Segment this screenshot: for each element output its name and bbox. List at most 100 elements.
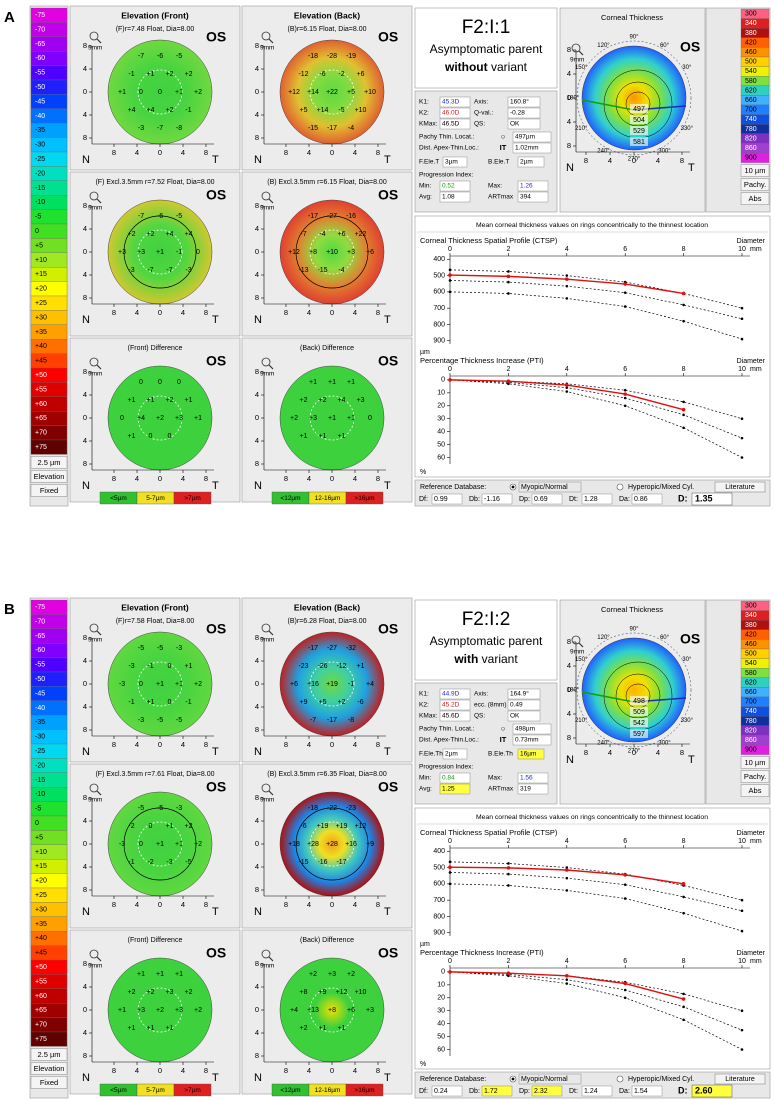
param-label: Pachy Thin. Locat.: — [419, 726, 475, 733]
nasal-label: N — [82, 314, 90, 326]
scale-label: +30 — [35, 314, 47, 321]
thickness-title: Corneal Thickness — [601, 13, 663, 22]
x-tick-label: 6 — [623, 246, 627, 253]
thickness-value: 542 — [633, 720, 645, 727]
map-value: -26 — [317, 663, 327, 670]
map-value: +22 — [326, 89, 338, 96]
zoom-icon — [96, 630, 102, 636]
zoom-label: 9mm — [260, 205, 274, 212]
scale-label: -10 — [35, 199, 45, 206]
series-point — [682, 911, 685, 915]
series-point — [740, 1009, 744, 1013]
literature-button[interactable] — [714, 1073, 766, 1085]
series-point — [507, 872, 510, 876]
y-tick-label: 800 — [433, 321, 445, 328]
map-value: -15 — [317, 267, 327, 274]
y-unit: µm — [420, 941, 430, 948]
map-value: +2 — [185, 823, 193, 830]
temporal-label: T — [212, 746, 219, 758]
index-value: 0.99 — [434, 496, 448, 503]
map-value: -3 — [119, 681, 125, 688]
map-value: +19 — [317, 823, 329, 830]
map-value: -1 — [128, 699, 134, 706]
series-point — [565, 868, 569, 872]
exclusion-ring — [295, 807, 369, 881]
tick-label: 4 — [255, 64, 259, 73]
map-value: +12 — [336, 989, 348, 996]
map-value: -6 — [319, 71, 325, 78]
map-value: -22 — [327, 805, 337, 812]
tick-label: 4 — [255, 656, 259, 665]
temporal-label: T — [688, 162, 695, 174]
tick-label: 8 — [83, 293, 87, 302]
angle-label: 120° — [597, 43, 610, 49]
scale-label: -40 — [35, 113, 45, 120]
thickness-value-box — [630, 707, 648, 716]
scale-label: -10 — [35, 791, 45, 798]
map-value: +3 — [166, 989, 174, 996]
zoom-icon — [96, 364, 102, 370]
param-label: Max: — [488, 775, 502, 782]
tick-label: 8 — [284, 308, 288, 317]
series-point — [565, 390, 569, 393]
map-value: +14 — [307, 89, 319, 96]
zoom-label: 9mm — [88, 637, 102, 644]
thickness-value-box — [630, 126, 648, 135]
scale-label: +50 — [35, 964, 47, 971]
series-line — [449, 861, 743, 901]
zoom-icon — [261, 357, 271, 367]
series-point — [682, 1018, 685, 1022]
index-value: 1.24 — [584, 1088, 598, 1095]
x-axis-label: Diameter — [737, 238, 766, 245]
series-point — [565, 982, 569, 985]
map-value: +1 — [357, 663, 365, 670]
angle-label: 330° — [681, 718, 694, 724]
tick-label: 8 — [584, 156, 588, 165]
map-value: -13 — [298, 267, 308, 274]
thickness-value-box — [630, 137, 648, 146]
series-point — [623, 388, 627, 392]
eye-label: OS — [206, 779, 226, 795]
map-value: +3 — [347, 249, 355, 256]
scale-label: 820 — [745, 727, 757, 734]
param-label: Min: — [419, 775, 431, 782]
map-value: -5 — [157, 805, 163, 812]
tick-label: 8 — [255, 725, 259, 734]
x-axis-label: Diameter — [737, 950, 766, 957]
map-value: +1 — [147, 397, 155, 404]
thickness-value-box — [630, 729, 648, 738]
param-box — [439, 118, 471, 130]
radio-button[interactable] — [616, 1075, 624, 1083]
angle-label: 270° — [628, 749, 641, 755]
legend-label: >16µm — [354, 495, 374, 502]
map-value: +4 — [137, 415, 145, 422]
tick-label: 8 — [584, 748, 588, 757]
tick-label: 0 — [255, 87, 259, 96]
param-box — [439, 710, 471, 722]
param-box — [439, 107, 471, 119]
temporal-label: T — [212, 314, 219, 326]
map-value: 0 — [120, 415, 124, 422]
map-value: +9 — [300, 699, 308, 706]
series-point — [740, 317, 744, 321]
scale-label: 540 — [745, 68, 757, 75]
zoom-icon — [268, 364, 274, 370]
legend-label: <5µm — [110, 495, 127, 502]
tick-label: 4 — [255, 390, 259, 399]
map-value: +2 — [166, 107, 174, 114]
map-value: -5 — [157, 645, 163, 652]
scale-unit: 2.5 µm — [37, 458, 60, 467]
exclusion-ring — [123, 215, 197, 289]
literature-button[interactable] — [714, 481, 766, 493]
header-box — [414, 7, 558, 89]
index-name: Dt: — [569, 496, 578, 503]
map-title: Elevation (Back) — [294, 10, 360, 20]
nasal-label: N — [254, 154, 262, 166]
index-name: Dp: — [519, 1088, 530, 1095]
x-tick-label: 8 — [682, 246, 686, 253]
index-box — [431, 1085, 463, 1097]
radio-button[interactable] — [616, 483, 624, 491]
scale-mode: Pachy. — [744, 772, 766, 781]
zoom-label: 9mm — [570, 57, 584, 64]
